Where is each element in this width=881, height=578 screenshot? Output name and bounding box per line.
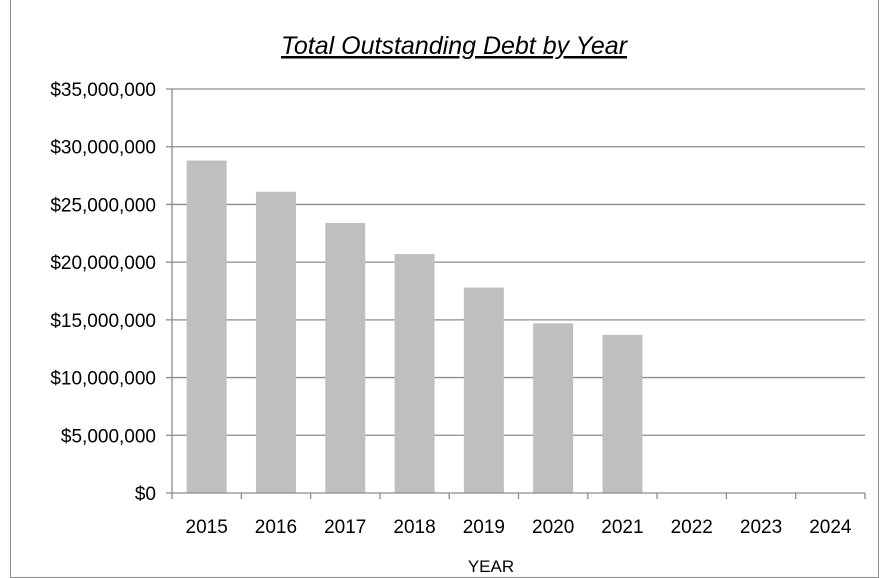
axes — [166, 88, 866, 499]
bar-2017 — [325, 222, 366, 493]
x-tick-label: 2016 — [255, 517, 297, 538]
x-tick-label: 2020 — [532, 517, 574, 538]
x-axis-title: YEAR — [468, 557, 514, 576]
y-tick-label: $0 — [135, 484, 156, 505]
bar-2015 — [186, 160, 227, 493]
x-tick-label: 2018 — [393, 517, 435, 538]
bar-2019 — [463, 287, 504, 493]
bar-2016 — [255, 191, 296, 493]
chart-title: Total Outstanding Debt by Year — [281, 32, 629, 60]
y-tick-label: $15,000,000 — [50, 311, 156, 332]
y-tick-label: $30,000,000 — [50, 138, 156, 159]
y-tick-label: $10,000,000 — [50, 369, 156, 390]
x-tick-label: 2017 — [324, 517, 366, 538]
bar-2021 — [602, 334, 643, 493]
x-tick-label: 2019 — [463, 517, 505, 538]
y-tick-label: $5,000,000 — [61, 426, 156, 447]
bar-2020 — [533, 323, 574, 493]
x-tick-label: 2022 — [671, 517, 713, 538]
bar-2018 — [394, 254, 435, 493]
x-axis-tick-labels: 2015 2016 2017 2018 2019 2020 2021 2022 2023 2024 — [186, 517, 852, 538]
y-tick-label: $35,000,000 — [50, 80, 156, 101]
y-tick-label: $20,000,000 — [50, 253, 156, 274]
y-axis-tick-labels: $0 $5,000,000 $10,000,000 $15,000,000 $20,00… — [50, 80, 156, 505]
chart-area — [10, 0, 879, 578]
y-tick-label: $25,000,000 — [50, 195, 156, 216]
x-tick-label: 2023 — [740, 517, 782, 538]
x-tick-label: 2024 — [809, 517, 852, 538]
x-tick-label: 2015 — [186, 517, 228, 538]
bars — [186, 160, 643, 493]
x-tick-label: 2021 — [601, 517, 643, 538]
